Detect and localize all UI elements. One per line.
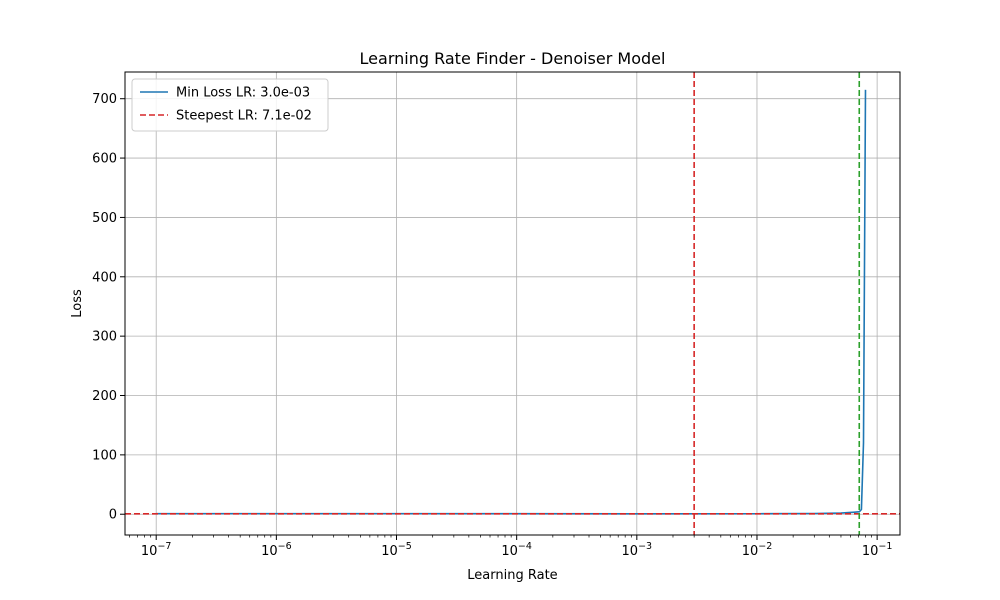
y-tick-label: 500	[92, 211, 117, 226]
plot-lines	[125, 72, 900, 535]
legend: Min Loss LR: 3.0e-03 Steepest LR: 7.1e-02	[132, 79, 328, 131]
legend-label: Steepest LR: 7.1e-02	[176, 109, 312, 124]
x-tick-label: 10−6	[261, 541, 292, 559]
y-tick-label: 700	[92, 92, 117, 107]
grid	[125, 72, 900, 535]
chart-title: Learning Rate Finder - Denoiser Model	[360, 49, 666, 68]
y-tick-label: 300	[92, 330, 117, 345]
y-tick-label: 400	[92, 270, 117, 285]
x-axis-label: Learning Rate	[467, 568, 557, 583]
axis-ticks: 10−7 10−6 10−5 10−4 10−3 10−2 10−1 0 100 200 300 40…	[92, 92, 892, 559]
plot-frame	[125, 72, 900, 535]
x-tick-label: 10−1	[862, 541, 893, 559]
x-tick-label: 10−7	[141, 541, 172, 559]
x-tick-label: 10−5	[381, 541, 412, 559]
legend-label: Min Loss LR: 3.0e-03	[176, 86, 310, 101]
x-tick-label: 10−2	[742, 541, 773, 559]
y-tick-label: 0	[109, 508, 117, 523]
series-line	[156, 90, 865, 514]
y-tick-label: 100	[92, 448, 117, 463]
y-tick-label: 200	[92, 389, 117, 404]
x-tick-label: 10−3	[622, 541, 653, 559]
y-tick-label: 600	[92, 152, 117, 167]
x-tick-label: 10−4	[501, 541, 532, 559]
y-axis-label: Loss	[70, 289, 85, 318]
